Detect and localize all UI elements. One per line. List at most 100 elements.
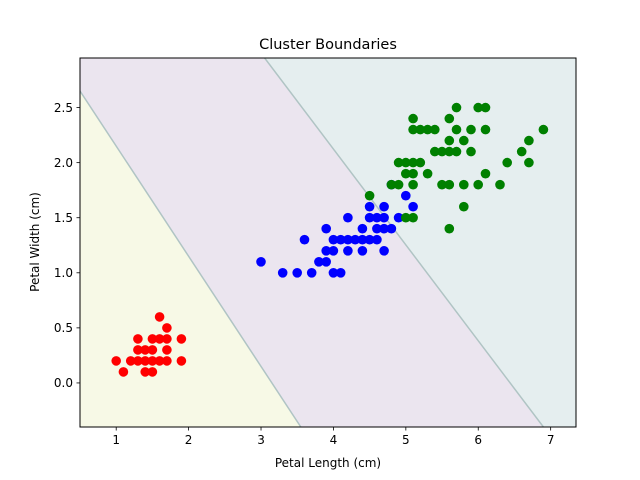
scatter-point-cluster-3 [415,157,426,168]
scatter-point-cluster-1 [133,334,143,344]
y-axis-label: Petal Width (cm) [28,192,42,292]
scatter-point-cluster-2 [256,257,266,267]
scatter-point-cluster-2 [328,234,339,245]
scatter-point-cluster-3 [393,179,404,190]
scatter-point-cluster-1 [154,356,165,366]
scatter-point-cluster-2 [343,212,353,223]
scatter-point-cluster-2 [379,223,389,234]
chart-title: Cluster Boundaries [259,37,397,53]
scatter-point-cluster-3 [444,223,455,234]
y-tick-label: 1.5 [54,211,73,225]
x-tick-label: 3 [257,433,265,447]
scatter-point-cluster-2 [328,268,339,278]
scatter-point-cluster-3 [408,179,418,190]
x-tick-label: 7 [547,433,555,447]
scatter-point-cluster-2 [277,268,288,278]
scatter-point-cluster-3 [538,124,549,135]
x-axis-label: Petal Length (cm) [275,456,381,470]
x-tick-label: 4 [330,433,338,447]
x-tick-label: 1 [112,433,120,447]
scatter-point-cluster-2 [372,234,382,245]
scatter-point-cluster-2 [335,234,346,245]
scatter-point-cluster-1 [111,356,121,366]
cluster-region-3 [264,58,576,427]
scatter-point-cluster-1 [140,345,150,355]
scatter-point-cluster-3 [480,168,491,179]
cluster-boundary-2 [264,58,545,427]
scatter-point-cluster-3 [408,157,418,168]
scatter-point-cluster-2 [401,190,411,201]
scatter-point-cluster-1 [162,323,172,333]
scatter-point-cluster-1 [125,356,136,366]
scatter-point-cluster-1 [147,356,158,366]
scatter-point-cluster-3 [502,157,512,168]
scatter-point-cluster-3 [415,124,426,135]
x-tick-label: 2 [185,433,193,447]
scatter-point-cluster-3 [451,146,462,157]
scatter-point-cluster-3 [459,135,469,146]
scatter-point-cluster-3 [459,179,469,190]
scatter-point-cluster-2 [379,212,389,223]
scatter-point-cluster-3 [408,124,418,135]
scatter-point-cluster-2 [379,246,389,256]
scatter-point-cluster-1 [176,334,187,344]
plot-frame [79,57,577,428]
scatter-point-cluster-3 [444,135,455,146]
scatter-point-cluster-3 [430,146,440,157]
scatter-point-cluster-2 [350,234,361,245]
y-axis-ticks: 0.0 0.5 1.0 1.5 2.0 2.5 [54,101,80,390]
scatter-point-cluster-2 [364,201,375,212]
scatter-point-cluster-1 [176,356,187,366]
scatter-point-cluster-2 [321,246,332,256]
scatter-point-cluster-3 [437,179,447,190]
y-tick-label: 2.0 [54,156,73,170]
scatter-point-cluster-3 [480,102,491,113]
scatter-point-cluster-2 [357,223,368,234]
decision-regions [80,58,576,427]
scatter-point-cluster-3 [386,179,397,190]
scatter-point-cluster-2 [408,201,418,212]
scatter-point-cluster-1 [162,334,172,344]
cluster-region-2 [80,58,544,427]
scatter-point-cluster-2 [343,246,353,256]
scatter-point-cluster-3 [444,146,455,157]
scatter-point-cluster-2 [343,234,353,245]
scatter-point-cluster-2 [299,234,310,245]
scatter-point-cluster-1 [140,356,150,366]
scatter-point-cluster-2 [364,212,375,223]
scatter-point-cluster-3 [459,201,469,212]
scatter-point-cluster-1 [147,334,158,344]
scatter-point-cluster-3 [480,124,491,135]
scatter-point-cluster-3 [408,212,418,223]
cluster-boundary-1 [80,90,302,427]
scatter-point-cluster-3 [408,168,418,179]
scatter-point-cluster-3 [422,124,433,135]
scatter-points [111,102,549,377]
scatter-point-cluster-3 [444,179,455,190]
scatter-point-cluster-2 [314,257,324,267]
x-axis-ticks: 1 2 3 4 5 6 7 [112,427,554,447]
scatter-point-cluster-3 [451,102,462,113]
scatter-point-cluster-3 [473,179,484,190]
scatter-point-cluster-2 [328,246,339,256]
scatter-point-cluster-2 [306,268,317,278]
x-tick-label: 6 [474,433,482,447]
scatter-point-cluster-1 [133,356,143,366]
scatter-point-cluster-1 [154,312,165,322]
scatter-point-cluster-1 [147,367,158,377]
scatter-point-cluster-2 [357,234,368,245]
scatter-point-cluster-1 [147,345,158,355]
scatter-point-cluster-3 [408,113,418,124]
scatter-point-cluster-3 [430,124,440,135]
scatter-point-cluster-3 [473,102,484,113]
scatter-point-cluster-1 [140,367,150,377]
scatter-point-cluster-2 [393,212,404,223]
y-tick-label: 0.5 [54,321,73,335]
scatter-point-cluster-2 [321,257,332,267]
scatter-point-cluster-2 [335,268,346,278]
x-tick-label: 5 [402,433,410,447]
scatter-point-cluster-1 [133,345,143,355]
scatter-point-cluster-2 [357,246,368,256]
scatter-point-cluster-2 [386,223,397,234]
